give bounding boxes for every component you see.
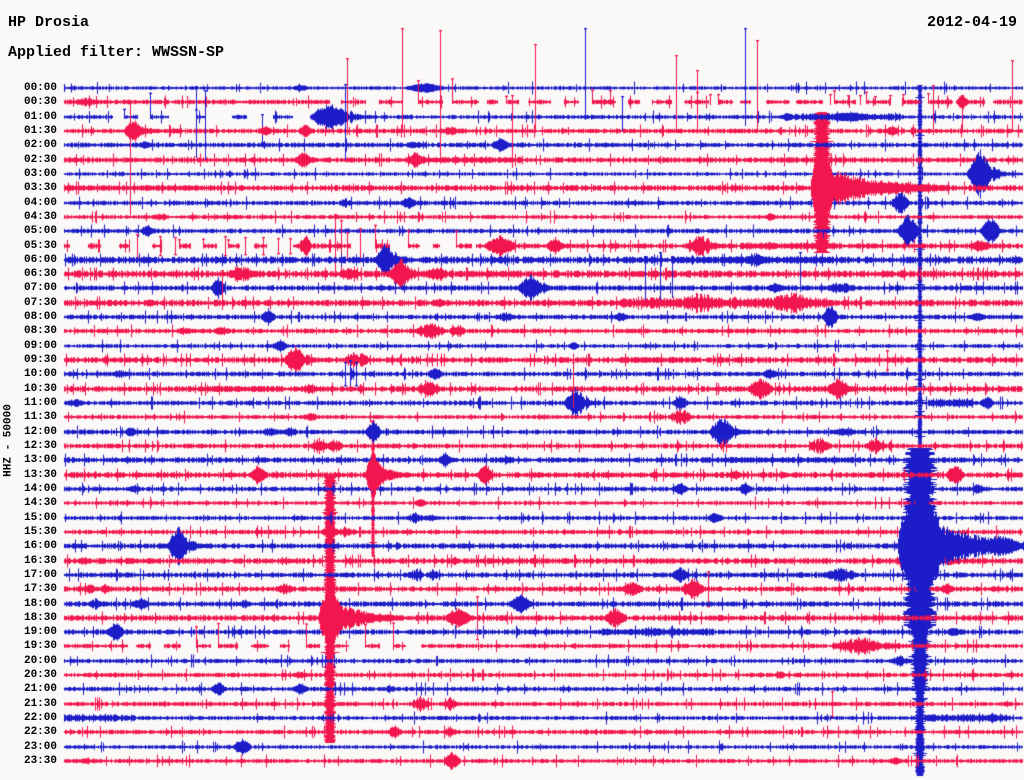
row-time-label: 08:00 [23, 311, 57, 324]
row-time-label: 10:30 [23, 382, 57, 395]
row-time-label: 09:30 [23, 354, 57, 367]
row-time-label: 11:00 [23, 397, 57, 410]
row-time-label: 23:00 [23, 740, 57, 753]
applied-filter-label: Applied filter: WWSSN-SP [8, 44, 225, 61]
station-title: HP Drosia [8, 14, 90, 31]
row-time-label: 23:30 [23, 755, 57, 768]
row-time-label: 12:00 [23, 425, 57, 438]
row-time-label: 15:00 [23, 511, 57, 524]
row-time-label: 03:30 [23, 182, 57, 195]
row-time-label: 06:00 [23, 253, 57, 266]
row-time-label: 15:30 [23, 525, 57, 538]
row-time-label: 22:30 [23, 726, 57, 739]
row-time-label: 22:00 [23, 712, 57, 725]
row-time-label: 19:00 [23, 626, 57, 639]
row-time-label: 20:30 [23, 669, 57, 682]
row-time-label: 13:00 [23, 454, 57, 467]
row-time-label: 13:30 [23, 468, 57, 481]
row-time-label: 07:00 [23, 282, 57, 295]
row-time-label: 03:00 [23, 167, 57, 180]
row-time-label: 11:30 [23, 411, 57, 424]
row-time-label: 04:00 [23, 196, 57, 209]
row-time-label: 07:30 [23, 296, 57, 309]
row-time-label: 02:00 [23, 139, 57, 152]
row-time-label: 17:00 [23, 568, 57, 581]
row-time-label: 18:30 [23, 611, 57, 624]
row-time-label: 05:00 [23, 225, 57, 238]
row-time-label: 12:30 [23, 440, 57, 452]
row-time-label: 00:30 [23, 96, 57, 109]
row-time-label: 01:00 [23, 110, 57, 123]
row-time-label: 16:00 [23, 540, 57, 553]
row-time-label: 19:30 [23, 640, 57, 653]
row-time-label: 05:30 [23, 239, 57, 252]
row-time-label: 14:00 [23, 482, 57, 495]
row-time-label: 21:30 [23, 697, 57, 710]
row-time-label: 16:30 [23, 554, 57, 567]
row-time-label: 06:30 [23, 268, 57, 281]
row-time-label: 18:00 [23, 597, 57, 610]
row-time-label: 14:30 [23, 497, 57, 510]
row-time-label: 08:30 [23, 325, 57, 338]
row-time-label: 17:30 [23, 583, 57, 596]
row-time-label: 00:00 [23, 82, 57, 94]
row-time-label: 20:00 [23, 654, 57, 667]
row-time-label: 10:00 [23, 368, 57, 381]
plot-date: 2012-04-19 [926, 14, 1017, 31]
row-time-label: 02:30 [23, 153, 57, 166]
row-time-label: 09:00 [23, 339, 57, 352]
row-time-label: 21:00 [23, 683, 57, 696]
row-time-label: 04:30 [23, 210, 57, 223]
row-time-label: 01:30 [23, 124, 57, 137]
